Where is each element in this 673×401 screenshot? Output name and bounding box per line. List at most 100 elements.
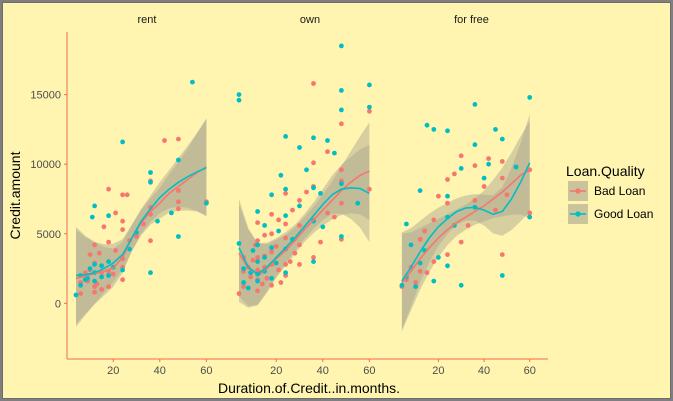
point-good-loan [481,175,487,181]
point-good-loan [311,135,316,141]
point-good-loan [148,270,153,276]
point-bad-loan [124,192,130,198]
point-bad-loan [431,217,437,223]
point-good-loan [283,134,288,139]
point-good-loan [269,192,274,198]
panel-own: own 20 40 60 [236,14,375,377]
point-bad-loan [78,291,83,296]
smooth-line-good-loan [238,186,370,276]
point-bad-loan [287,259,293,264]
legend-label: Good Loan [594,207,653,221]
point-bad-loan [236,291,242,296]
point-good-loan [276,228,281,234]
point-bad-loan [176,136,181,142]
point-bad-loan [92,289,97,295]
point-good-loan [236,241,242,246]
point-good-loan [92,203,97,209]
point-bad-loan [120,192,125,198]
point-bad-loan [499,159,505,164]
point-bad-loan [106,239,111,245]
point-bad-loan [297,242,302,248]
point-good-loan [278,172,284,178]
point-bad-loan [297,198,302,203]
point-bad-loan [99,287,104,292]
point-bad-loan [276,267,281,273]
point-bad-loan [311,255,316,260]
point-bad-loan [318,239,323,245]
x-tick-label: 40 [478,365,490,377]
point-bad-loan [472,198,478,203]
point-good-loan [87,266,93,271]
point-good-loan [404,221,409,227]
point-bad-loan [283,191,288,196]
point-bad-loan [481,184,487,189]
point-good-loan [78,282,83,288]
point-bad-loan [413,280,418,285]
point-bad-loan [283,262,288,267]
point-good-loan [176,157,181,163]
point-bad-loan [255,238,260,244]
point-good-loan [339,181,344,187]
legend-item-good-loan: Good Loan [568,204,653,224]
point-bad-loan [96,250,102,256]
facet-strip-title: rent [138,14,157,26]
point-good-loan [417,188,423,194]
point-bad-loan [278,280,284,285]
point-bad-loan [339,200,344,206]
legend-key-point [575,188,581,194]
point-bad-loan [269,211,274,217]
point-bad-loan [113,248,118,253]
point-good-loan [241,266,247,271]
x-tick-label: 60 [524,365,536,377]
x-axis-title: Duration.of.Credit..in.months. [218,380,400,396]
point-good-loan [499,273,505,278]
point-good-loan [527,214,533,220]
x-tick-label: 60 [363,365,375,377]
point-good-loan [325,138,330,143]
point-good-loan [204,200,209,206]
chart-legend: Loan.Quality Bad Loan Good Loan [566,163,653,224]
point-bad-loan [452,171,457,177]
point-bad-loan [269,282,274,288]
point-good-loan [297,203,302,209]
point-bad-loan [417,236,423,242]
point-good-loan [436,255,441,260]
point-bad-loan [292,250,298,256]
point-bad-loan [445,200,450,206]
point-good-loan [262,255,267,260]
confidence-band-good-loan [401,114,530,330]
point-bad-loan [499,175,505,181]
legend-title: Loan.Quality [566,163,645,179]
point-bad-loan [92,242,97,248]
facet-strip-title: for free [454,14,489,26]
point-bad-loan [269,231,274,237]
point-good-loan [269,245,274,251]
point-good-loan [148,179,153,185]
point-bad-loan [255,255,260,260]
point-good-loan [236,97,242,103]
point-good-loan [297,145,302,150]
point-bad-loan [304,189,309,195]
point-bad-loan [176,199,181,205]
point-good-loan [355,200,361,206]
point-bad-loan [176,206,181,212]
point-good-loan [169,210,174,216]
point-good-loan [99,263,104,269]
point-good-loan [245,285,251,291]
point-bad-loan [283,235,288,241]
y-tick-label: 15000 [30,90,61,102]
point-good-loan [339,43,344,49]
y-tick-label: 0 [55,298,61,310]
point-bad-loan [120,227,125,233]
point-good-loan [262,223,267,228]
point-bad-loan [458,153,464,159]
point-bad-loan [465,223,471,228]
point-good-loan [190,79,195,85]
point-bad-loan [110,271,116,277]
point-good-loan [513,164,519,170]
point-bad-loan [339,121,344,127]
point-bad-loan [101,224,107,230]
point-good-loan [445,263,450,269]
point-bad-loan [436,193,441,199]
